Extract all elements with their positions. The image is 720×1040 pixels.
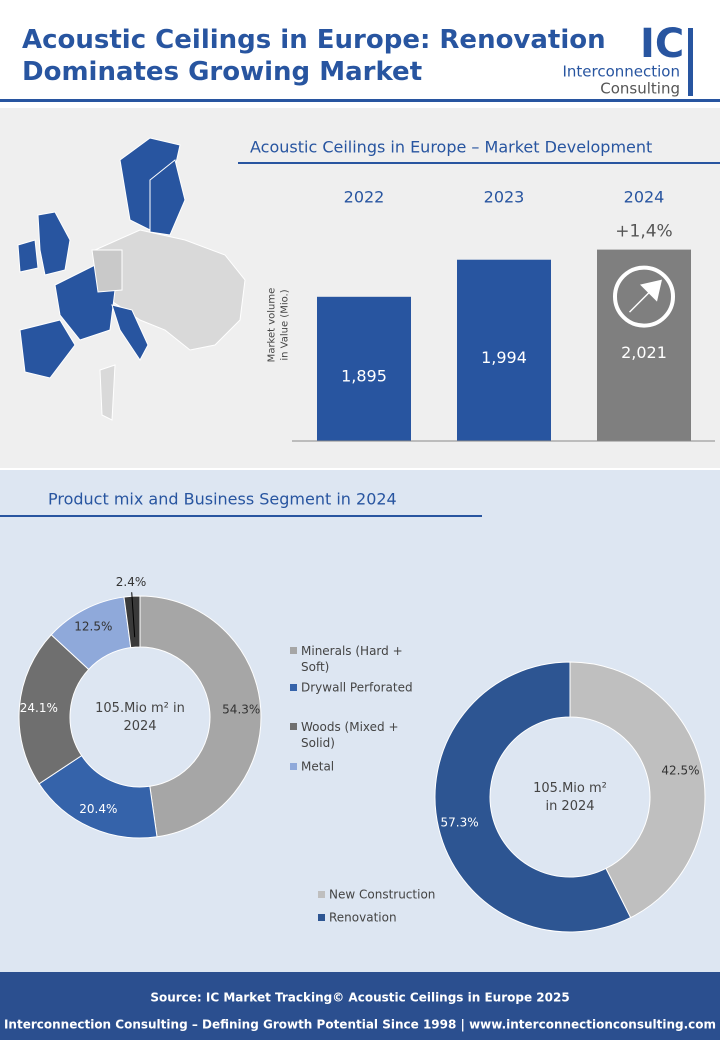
legend-swatch (290, 647, 297, 654)
donut-slice (123, 595, 141, 649)
slice-label: 12.5% (74, 619, 112, 633)
logo-bar (688, 28, 693, 96)
footer-tagline: Interconnection Consulting – Defining Gr… (4, 1018, 716, 1032)
legend-label: Metal (301, 760, 334, 774)
value-label: 1,994 (481, 348, 527, 367)
y-axis-label: Market volume in Value (Mio.) (267, 288, 291, 363)
slice-label: 24.1% (20, 701, 58, 715)
value-label: 1,895 (341, 366, 387, 385)
center-label: 105.Mio m² in 2024 (533, 781, 607, 814)
map-land (99, 364, 116, 421)
legend-label: Minerals (Hard + Soft) (301, 644, 403, 674)
legend-label: Renovation (329, 911, 397, 925)
footer-band (0, 972, 720, 1040)
slice-label: 2.4% (116, 575, 147, 589)
map-country (17, 239, 39, 273)
donut-slice (569, 661, 706, 919)
map-country (149, 159, 186, 236)
donut-slice (139, 595, 262, 838)
legend-swatch (318, 914, 325, 921)
map-country (91, 249, 123, 293)
map-country (111, 304, 149, 361)
footer-source: Source: IC Market Tracking© Acoustic Cei… (150, 991, 569, 1005)
legend-label: New Construction (329, 888, 435, 902)
logo-line: Interconnection (562, 63, 680, 81)
legend-swatch (290, 763, 297, 770)
annotation: +1,4% (615, 222, 672, 242)
logo-line: Consulting (600, 80, 680, 98)
bar (317, 296, 411, 441)
leader-line (131, 592, 136, 638)
map-country (37, 211, 71, 276)
arrow-icon (629, 279, 662, 313)
logo-mark: IC (640, 21, 684, 67)
category-label: 2024 (624, 188, 665, 207)
legend-swatch (290, 723, 297, 730)
center-label: 105.Mio m² in 2024 (95, 701, 185, 734)
slice-label: 54.3% (222, 702, 260, 716)
slice-label: 57.3% (441, 816, 479, 830)
legend-swatch (290, 684, 297, 691)
donut-slice (434, 661, 632, 933)
arrow-icon (613, 265, 675, 328)
page-title: Acoustic Ceilings in Europe: Renovation D… (22, 25, 606, 87)
legend-swatch (318, 891, 325, 898)
category-label: 2023 (484, 188, 525, 207)
bar (457, 259, 551, 441)
section-title: Product mix and Business Segment in 2024 (48, 490, 397, 509)
chart-title: Acoustic Ceilings in Europe – Market Dev… (250, 138, 652, 157)
value-label: 2,021 (621, 343, 667, 362)
slice-label: 20.4% (79, 802, 117, 816)
header-rule (0, 99, 720, 102)
bar (597, 249, 691, 441)
map-country (19, 319, 76, 379)
legend-label: Woods (Mixed + Solid) (301, 720, 399, 750)
europe-map (17, 137, 246, 421)
slice-label: 42.5% (661, 763, 699, 777)
category-label: 2022 (344, 188, 385, 207)
legend-label: Drywall Perforated (301, 681, 413, 695)
